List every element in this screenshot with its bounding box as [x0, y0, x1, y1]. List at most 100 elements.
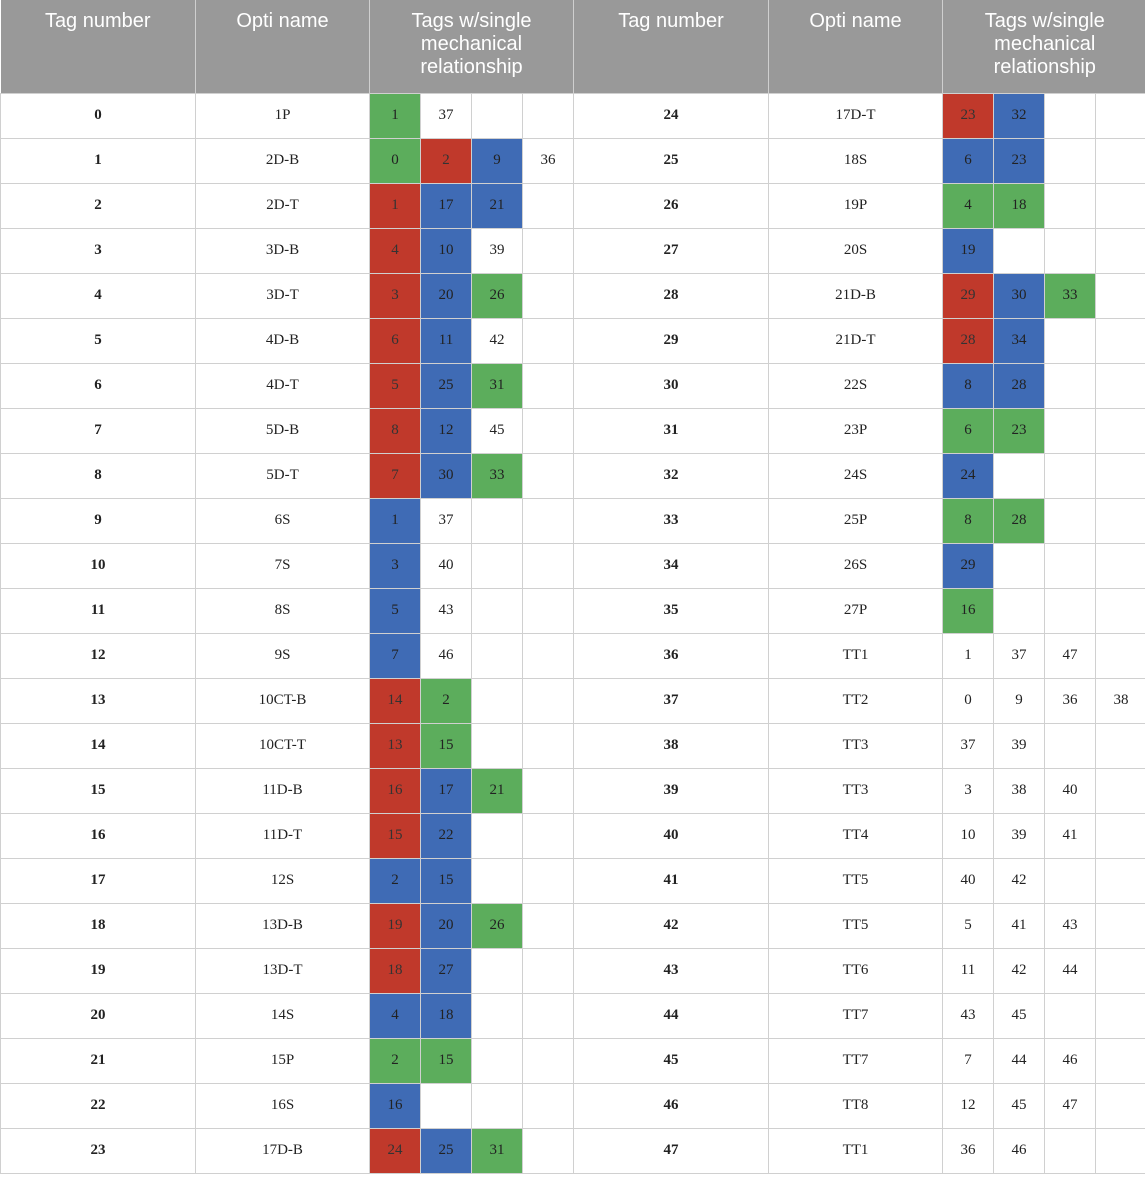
- relationship-cell: [1095, 992, 1145, 1039]
- header-rel-line3: relationship: [993, 56, 1096, 78]
- opti-name-cell: 14S: [195, 992, 370, 1039]
- opti-name-cell: 24S: [768, 452, 943, 499]
- relationship-cell: [1095, 227, 1145, 274]
- relationship-cell: [522, 1127, 574, 1174]
- relationship-cell: [471, 1082, 523, 1129]
- tag-number-cell: 27: [573, 227, 769, 274]
- relationship-cell: [522, 407, 574, 454]
- opti-name-cell: TT5: [768, 902, 943, 949]
- table-row: 20 14S 4 18 44 TT7 43 45: [0, 992, 1145, 1039]
- relationship-cell: [522, 362, 574, 409]
- table-row: 1 2D-B 0 2 9 36 25 18S 6 23: [0, 137, 1145, 184]
- relationship-cell: 1: [369, 497, 421, 544]
- relationship-cell: [1095, 362, 1145, 409]
- relationship-cell: 7: [942, 1037, 994, 1084]
- opti-name-cell: 4D-B: [195, 317, 370, 364]
- relationship-cell: [1095, 812, 1145, 859]
- opti-name-cell: 26S: [768, 542, 943, 589]
- relationship-cell: [471, 1037, 523, 1084]
- relationship-cell: 45: [471, 407, 523, 454]
- relationship-cell: 19: [942, 227, 994, 274]
- relationship-cell: 34: [993, 317, 1045, 364]
- table-row: 19 13D-T 18 27 43 TT6 11 42 44: [0, 947, 1145, 994]
- relationship-cell: 41: [993, 902, 1045, 949]
- relationship-cell: [522, 857, 574, 904]
- relationship-cell: 38: [993, 767, 1045, 814]
- opti-name-cell: 12S: [195, 857, 370, 904]
- relationship-cell: 13: [369, 722, 421, 769]
- table-row: 17 12S 2 15 41 TT5 40 42: [0, 857, 1145, 904]
- opti-name-cell: 9S: [195, 632, 370, 679]
- tag-number-cell: 47: [573, 1127, 769, 1174]
- table-row: 13 10CT-B 14 2 37 TT2 0 9 36 38: [0, 677, 1145, 724]
- relationship-cell: [420, 1082, 472, 1129]
- relationship-cell: [522, 587, 574, 634]
- header-rel-line2: mechanical: [994, 33, 1096, 55]
- tag-number-cell: 39: [573, 767, 769, 814]
- relationship-cell: 9: [471, 137, 523, 184]
- relationship-cell: 26: [471, 272, 523, 319]
- relationship-cell: 28: [942, 317, 994, 364]
- tag-number-cell: 17: [0, 857, 196, 904]
- header-rel-line3: relationship: [420, 56, 523, 78]
- relationship-cell: [1044, 137, 1096, 184]
- relationship-cell: 31: [471, 362, 523, 409]
- table-row: 0 1P 1 37 24 17D-T 23 32: [0, 92, 1145, 139]
- relationship-cell: 10: [942, 812, 994, 859]
- tag-number-cell: 38: [573, 722, 769, 769]
- opti-name-cell: TT3: [768, 722, 943, 769]
- tag-number-cell: 42: [573, 902, 769, 949]
- relationship-cell: 3: [369, 542, 421, 589]
- tag-number-cell: 31: [573, 407, 769, 454]
- relationship-cell: 40: [420, 542, 472, 589]
- relationship-cell: [471, 677, 523, 724]
- tag-number-cell: 44: [573, 992, 769, 1039]
- relationship-cell: [1095, 317, 1145, 364]
- relationship-cell: 21: [471, 767, 523, 814]
- relationship-cell: [1044, 992, 1096, 1039]
- relationship-cell: [471, 542, 523, 589]
- relationship-cell: [522, 947, 574, 994]
- relationship-cell: [522, 452, 574, 499]
- opti-name-cell: 11D-B: [195, 767, 370, 814]
- relationship-cell: 19: [369, 902, 421, 949]
- relationship-cell: 15: [420, 857, 472, 904]
- opti-name-cell: TT6: [768, 947, 943, 994]
- relationship-cell: [1095, 767, 1145, 814]
- opti-name-cell: 16S: [195, 1082, 370, 1129]
- relationship-cell: [1044, 92, 1096, 139]
- opti-name-cell: 3D-B: [195, 227, 370, 274]
- tag-number-cell: 33: [573, 497, 769, 544]
- relationship-cell: 31: [471, 1127, 523, 1174]
- relationship-cell: [1044, 497, 1096, 544]
- relationship-cell: 46: [1044, 1037, 1096, 1084]
- relationship-cell: 41: [1044, 812, 1096, 859]
- table-row: 12 9S 7 46 36 TT1 1 37 47: [0, 632, 1145, 679]
- opti-name-cell: 4D-T: [195, 362, 370, 409]
- relationship-cell: [1095, 182, 1145, 229]
- relationship-cell: 18: [993, 182, 1045, 229]
- relationship-cell: 37: [420, 497, 472, 544]
- relationship-cell: [1095, 632, 1145, 679]
- tag-number-cell: 10: [0, 542, 196, 589]
- table-row: 6 4D-T 5 25 31 30 22S 8 28: [0, 362, 1145, 409]
- relationship-cell: [471, 587, 523, 634]
- tag-number-cell: 37: [573, 677, 769, 724]
- relationship-cell: 12: [420, 407, 472, 454]
- opti-name-cell: 21D-B: [768, 272, 943, 319]
- relationship-cell: 29: [942, 272, 994, 319]
- relationship-cell: [522, 497, 574, 544]
- opti-name-cell: TT1: [768, 1127, 943, 1174]
- relationship-cell: [1095, 902, 1145, 949]
- relationship-cell: [522, 227, 574, 274]
- relationship-cell: 39: [993, 812, 1045, 859]
- relationship-cell: 30: [420, 452, 472, 499]
- relationship-cell: 24: [369, 1127, 421, 1174]
- table-row: 8 5D-T 7 30 33 32 24S 24: [0, 452, 1145, 499]
- relationship-cell: [1095, 857, 1145, 904]
- opti-name-cell: 19P: [768, 182, 943, 229]
- relationship-cell: [471, 722, 523, 769]
- relationship-cell: 33: [471, 452, 523, 499]
- tag-number-cell: 6: [0, 362, 196, 409]
- tag-number-cell: 24: [573, 92, 769, 139]
